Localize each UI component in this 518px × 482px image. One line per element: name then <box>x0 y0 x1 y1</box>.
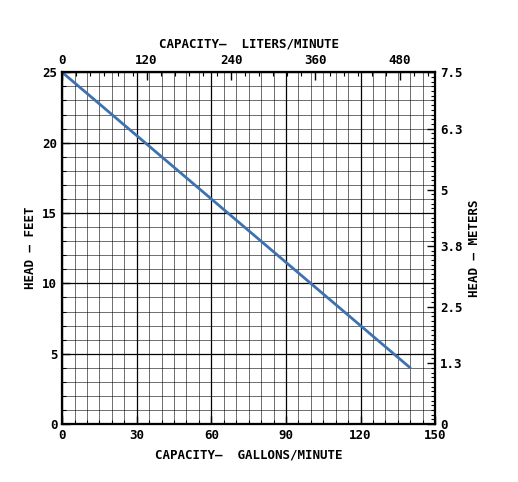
Y-axis label: HEAD – METERS: HEAD – METERS <box>468 200 481 297</box>
X-axis label: CAPACITY–  GALLONS/MINUTE: CAPACITY– GALLONS/MINUTE <box>155 449 342 462</box>
X-axis label: CAPACITY–  LITERS/MINUTE: CAPACITY– LITERS/MINUTE <box>159 38 339 51</box>
Y-axis label: HEAD – FEET: HEAD – FEET <box>24 207 37 290</box>
